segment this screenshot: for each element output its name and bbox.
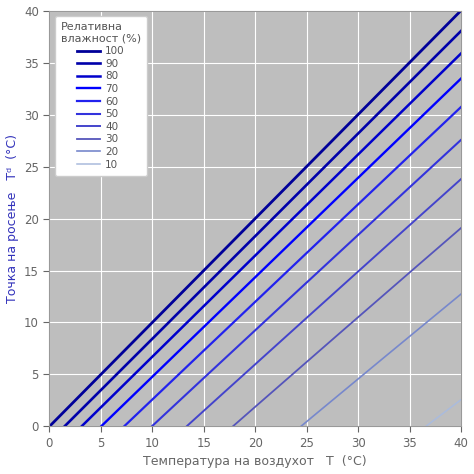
Y-axis label: Точка на росење   Tᵈ  (°C): Точка на росење Tᵈ (°C) bbox=[6, 134, 18, 303]
Legend: 100, 90, 80, 70, 60, 50, 40, 30, 20, 10: 100, 90, 80, 70, 60, 50, 40, 30, 20, 10 bbox=[55, 16, 147, 176]
X-axis label: Температура на воздухот   T  (°C): Температура на воздухот T (°C) bbox=[144, 456, 367, 468]
